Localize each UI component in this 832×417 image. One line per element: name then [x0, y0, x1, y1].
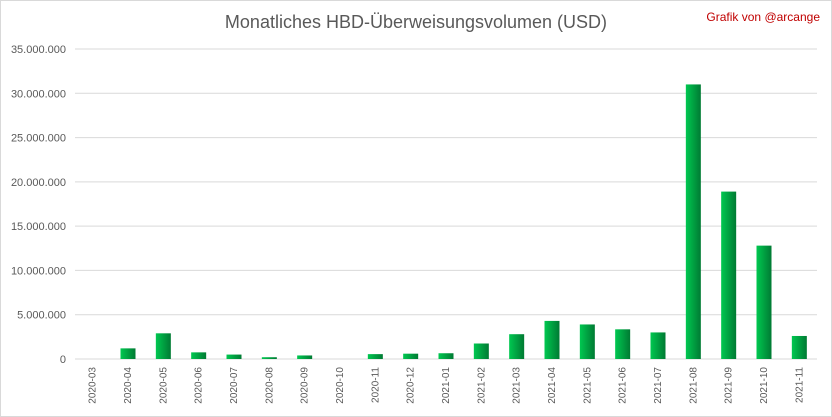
bar	[438, 353, 454, 359]
bar	[403, 353, 419, 359]
bar	[791, 335, 807, 359]
x-tick-label: 2021-01	[441, 367, 452, 404]
y-tick-label: 25.000.000	[11, 133, 66, 145]
x-tick-label: 2021-08	[688, 367, 699, 404]
x-tick-label: 2020-12	[406, 367, 417, 404]
bar	[756, 245, 772, 359]
x-tick-label: 2020-05	[158, 367, 169, 404]
x-tick-label: 2020-08	[264, 367, 275, 404]
chart-credit: Grafik von @arcange	[706, 10, 820, 24]
y-tick-label: 20.000.000	[11, 177, 66, 189]
bar	[650, 332, 666, 359]
x-tick-label: 2021-04	[547, 367, 558, 404]
x-tick-label: 2020-07	[229, 367, 240, 404]
x-tick-label: 2021-06	[618, 367, 629, 404]
y-tick-label: 5.000.000	[17, 310, 66, 322]
x-tick-label: 2020-11	[370, 367, 381, 403]
bar	[544, 320, 560, 359]
bar	[473, 343, 489, 359]
bar	[297, 355, 313, 359]
y-tick-label: 15.000.000	[11, 221, 66, 233]
x-axis-ticks: 2020-03 2020-04 2020-05 2020-06 2020-07 2020-…	[88, 367, 806, 404]
gridlines	[75, 48, 817, 360]
x-tick-label: 2021-09	[724, 367, 735, 404]
bar	[721, 191, 737, 359]
x-tick-label: 2021-10	[759, 367, 770, 404]
bar	[579, 324, 595, 359]
x-tick-label: 2020-10	[335, 367, 346, 404]
y-tick-label: 35.000.000	[11, 44, 66, 56]
bar	[155, 333, 171, 359]
x-tick-label: 2021-02	[476, 367, 487, 404]
y-tick-label: 0	[60, 354, 66, 366]
bar	[367, 354, 383, 359]
y-tick-label: 10.000.000	[11, 265, 66, 277]
y-axis-ticks: 0 5.000.000 10.000.000 15.000.000 20.000.000…	[11, 44, 66, 366]
x-tick-label: 2020-03	[88, 367, 99, 404]
x-tick-label: 2020-09	[300, 367, 311, 404]
bar	[509, 334, 525, 359]
x-tick-label: 2021-05	[582, 367, 593, 404]
bar	[261, 357, 277, 359]
bar	[120, 348, 136, 359]
x-tick-label: 2021-11	[794, 367, 805, 403]
x-tick-label: 2020-04	[123, 367, 134, 404]
bar	[191, 352, 207, 359]
y-tick-label: 30.000.000	[11, 88, 66, 100]
x-tick-label: 2021-03	[512, 367, 523, 404]
chart-title: Monatliches HBD-Überweisungsvolumen (USD…	[224, 12, 608, 32]
x-tick-label: 2021-07	[653, 367, 664, 404]
x-tick-label: 2020-06	[194, 367, 205, 404]
bar	[615, 329, 631, 359]
bars	[120, 84, 807, 359]
bar	[685, 84, 701, 359]
bar	[226, 354, 242, 359]
